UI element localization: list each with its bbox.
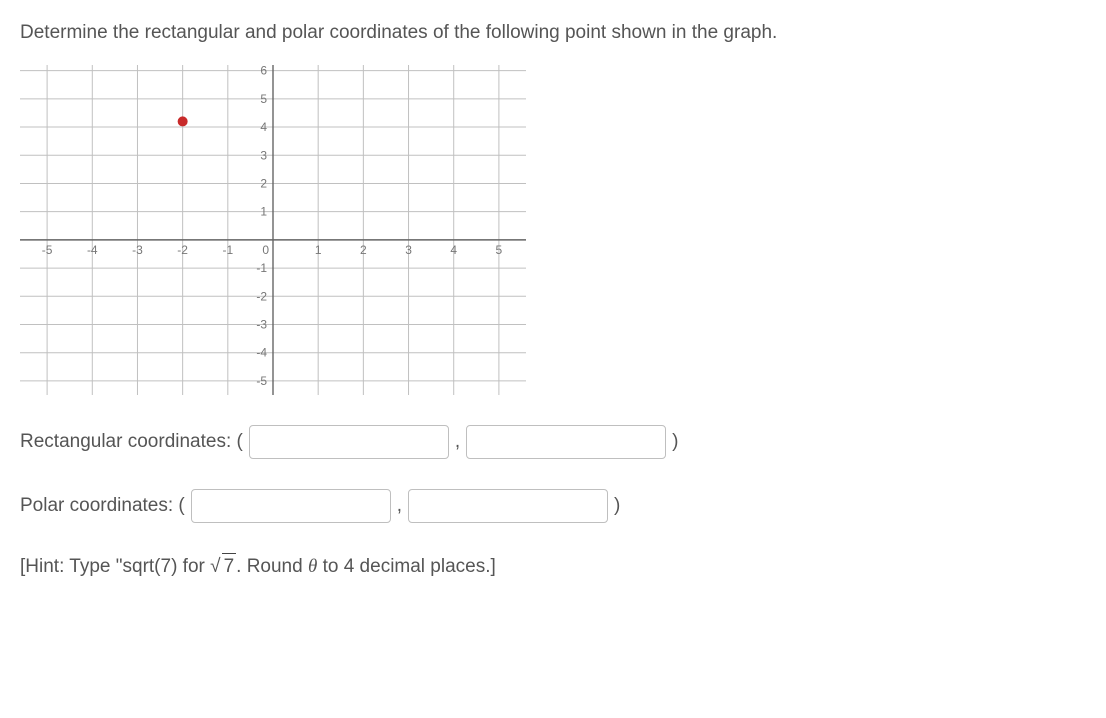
rect-x-input[interactable] <box>249 425 449 459</box>
coordinate-graph: -5 -4 -3 -2 -1 0 1 2 3 4 5 -5 -4 -3 -2 -1 1 2 3 4 5 6 <box>20 65 1086 395</box>
svg-text:0: 0 <box>262 242 269 256</box>
svg-text:3: 3 <box>405 242 412 256</box>
polar-r-input[interactable] <box>191 489 391 523</box>
svg-text:-5: -5 <box>256 373 267 387</box>
close-1: ) <box>672 431 678 453</box>
close-2: ) <box>614 495 620 517</box>
theta-symbol: θ <box>308 556 317 577</box>
svg-text:6: 6 <box>260 65 267 78</box>
svg-text:-4: -4 <box>256 345 267 359</box>
rect-y-input[interactable] <box>466 425 666 459</box>
polar-theta-input[interactable] <box>408 489 608 523</box>
hint-mid: . Round <box>236 556 308 577</box>
radicand: 7 <box>222 553 237 581</box>
hint-text: [Hint: Type "sqrt(7) for √7. Round θ to … <box>20 553 1086 581</box>
polar-label: Polar coordinates: ( <box>20 495 185 517</box>
svg-text:-3: -3 <box>132 242 143 256</box>
question-text: Determine the rectangular and polar coor… <box>20 20 1086 47</box>
comma-2: , <box>397 495 402 517</box>
svg-text:-2: -2 <box>177 242 188 256</box>
rect-label: Rectangular coordinates: ( <box>20 431 243 453</box>
svg-text:-5: -5 <box>42 242 53 256</box>
radical-sign: √ <box>210 556 220 577</box>
svg-text:-1: -1 <box>222 242 233 256</box>
hint-suf: to 4 decimal places.] <box>317 556 495 577</box>
svg-text:2: 2 <box>260 176 267 190</box>
svg-text:5: 5 <box>260 91 267 105</box>
svg-text:-3: -3 <box>256 317 267 331</box>
svg-text:5: 5 <box>496 242 503 256</box>
hint-pre: [Hint: Type "sqrt(7) for <box>20 556 210 577</box>
svg-text:-1: -1 <box>256 261 267 275</box>
comma-1: , <box>455 431 460 453</box>
svg-text:4: 4 <box>260 120 267 134</box>
svg-text:1: 1 <box>260 204 267 218</box>
svg-text:2: 2 <box>360 242 367 256</box>
svg-text:1: 1 <box>315 242 322 256</box>
svg-text:4: 4 <box>450 242 457 256</box>
svg-text:3: 3 <box>260 148 267 162</box>
svg-text:-2: -2 <box>256 289 267 303</box>
polar-coordinates-row: Polar coordinates: ( , ) <box>20 489 1086 523</box>
rectangular-coordinates-row: Rectangular coordinates: ( , ) <box>20 425 1086 459</box>
svg-text:-4: -4 <box>87 242 98 256</box>
